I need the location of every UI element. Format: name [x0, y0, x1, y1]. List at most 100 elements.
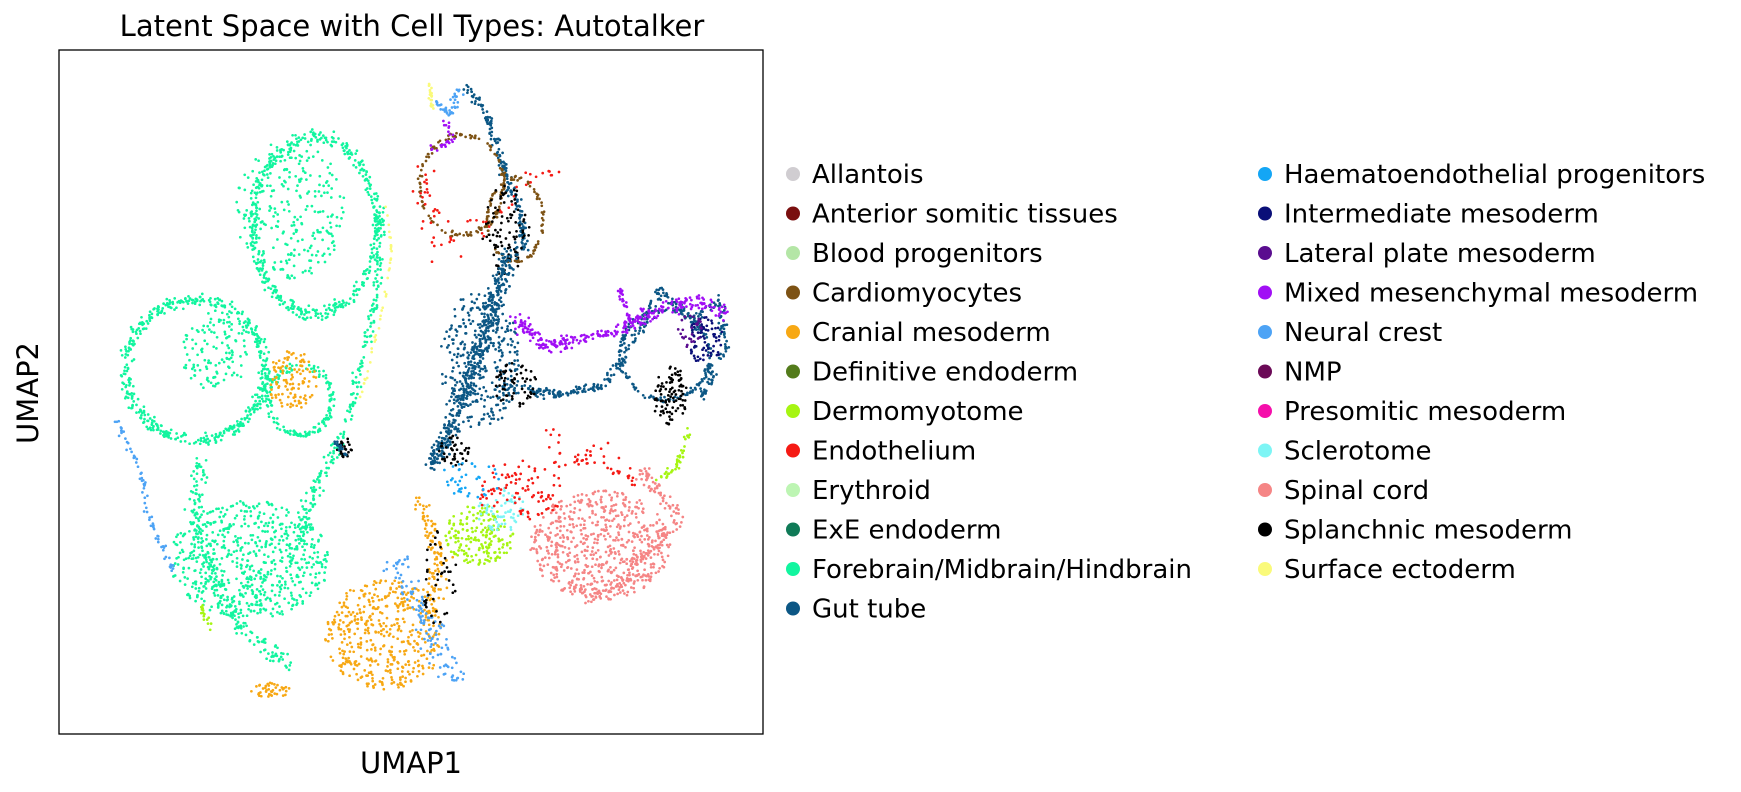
data-point	[272, 158, 276, 161]
data-point	[265, 270, 268, 274]
data-point	[491, 411, 494, 414]
data-point	[460, 452, 464, 456]
data-point	[251, 395, 254, 399]
data-point	[484, 369, 487, 373]
data-point	[491, 307, 494, 311]
data-point	[528, 184, 532, 188]
data-point	[671, 396, 675, 400]
data-point	[371, 302, 375, 306]
data-point	[285, 514, 288, 517]
data-point	[498, 408, 502, 412]
data-point	[284, 664, 287, 668]
data-point	[674, 409, 678, 413]
data-point	[444, 231, 447, 235]
data-point	[312, 498, 316, 501]
data-point	[255, 338, 259, 341]
data-point	[201, 523, 205, 527]
data-point	[518, 404, 522, 408]
data-point	[680, 306, 683, 310]
data-point	[432, 244, 436, 248]
data-point	[298, 154, 301, 157]
data-point	[236, 310, 240, 314]
data-point	[714, 303, 717, 306]
data-point	[221, 506, 224, 510]
data-point	[483, 312, 486, 316]
data-point	[498, 235, 502, 238]
data-point	[565, 334, 569, 337]
data-point	[316, 150, 320, 154]
data-point	[469, 393, 472, 397]
data-point	[289, 555, 292, 559]
data-point	[266, 524, 270, 528]
data-point	[258, 402, 262, 406]
data-point	[685, 299, 688, 302]
data-point	[135, 403, 138, 407]
data-point	[127, 406, 131, 410]
data-point	[263, 384, 267, 388]
data-point	[178, 551, 182, 555]
data-point	[352, 289, 356, 293]
data-point	[676, 370, 680, 374]
data-point	[243, 522, 247, 526]
data-point	[295, 599, 299, 602]
data-point	[294, 156, 298, 160]
data-point	[471, 348, 475, 352]
data-point	[284, 583, 287, 586]
data-point	[244, 591, 247, 595]
data-point	[188, 529, 191, 533]
data-point	[159, 311, 163, 315]
data-point	[477, 353, 481, 357]
data-point	[281, 539, 285, 542]
data-point	[523, 384, 527, 387]
data-point	[668, 367, 672, 370]
data-point	[354, 396, 358, 400]
data-point	[457, 88, 461, 92]
data-point	[623, 324, 626, 328]
data-point	[514, 246, 518, 250]
data-point	[300, 222, 304, 226]
data-point	[245, 326, 248, 329]
data-point	[384, 205, 387, 209]
data-point	[378, 241, 382, 245]
data-point	[704, 392, 707, 395]
data-point	[485, 110, 489, 113]
data-point	[345, 142, 349, 145]
data-point	[448, 109, 451, 112]
data-point	[194, 582, 198, 586]
data-point	[521, 236, 525, 239]
data-point	[372, 308, 376, 312]
data-point	[212, 580, 216, 584]
data-point	[195, 512, 199, 516]
data-point	[581, 389, 584, 393]
data-point	[332, 449, 335, 453]
data-point	[368, 175, 372, 179]
data-point	[318, 486, 322, 490]
data-point	[192, 477, 196, 481]
data-point	[432, 214, 436, 218]
data-point	[289, 591, 293, 595]
data-point	[493, 277, 497, 280]
data-point	[516, 179, 519, 182]
data-point	[305, 159, 309, 162]
data-point	[625, 331, 629, 335]
data-point	[492, 215, 496, 219]
data-point	[263, 173, 266, 177]
data-point	[486, 313, 489, 317]
data-point	[482, 386, 486, 389]
data-point	[597, 386, 601, 390]
data-point	[486, 115, 490, 119]
data-point	[248, 551, 252, 554]
data-point	[495, 369, 499, 373]
data-point	[599, 385, 603, 389]
data-point	[458, 388, 461, 392]
data-point	[148, 319, 152, 323]
data-point	[264, 522, 268, 525]
data-point	[542, 397, 546, 401]
data-point	[490, 220, 494, 223]
data-point	[184, 363, 188, 367]
data-point	[376, 194, 380, 198]
data-point	[228, 522, 232, 526]
data-point	[440, 441, 444, 445]
data-point	[710, 378, 713, 382]
data-point	[179, 440, 183, 443]
